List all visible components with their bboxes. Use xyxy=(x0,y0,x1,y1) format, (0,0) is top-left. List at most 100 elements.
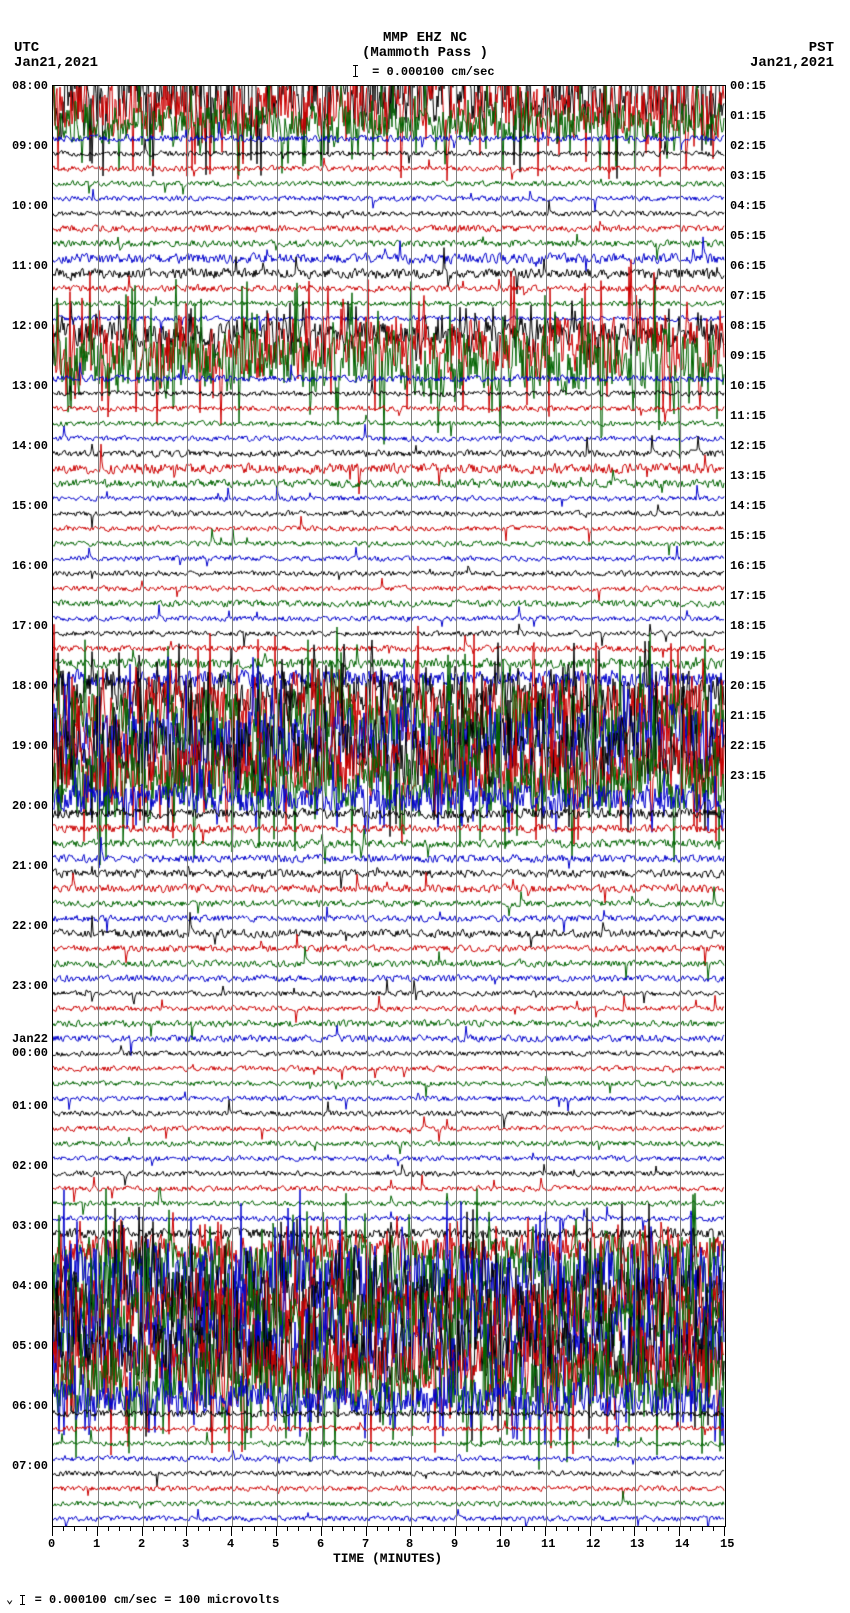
gridline xyxy=(277,86,278,1526)
y-left-label: 03:00 xyxy=(0,1219,48,1233)
y-left-label: 17:00 xyxy=(0,619,48,633)
x-tick-minor xyxy=(444,1526,445,1531)
y-left-label: 16:00 xyxy=(0,559,48,573)
y-right-label: 19:15 xyxy=(730,649,766,663)
x-tick-minor xyxy=(354,1526,355,1531)
y-right-label: 23:15 xyxy=(730,769,766,783)
x-tick-major xyxy=(186,1526,187,1536)
scale-label: = 0.000100 cm/sec xyxy=(372,65,494,79)
y-left-date: Jan22 xyxy=(0,1032,48,1046)
x-tick-label: 5 xyxy=(272,1537,279,1551)
x-tick-label: 2 xyxy=(138,1537,145,1551)
gridline xyxy=(456,86,457,1526)
x-tick-minor xyxy=(713,1526,714,1531)
x-tick-minor xyxy=(209,1526,210,1531)
y-left-label: 06:00 xyxy=(0,1399,48,1413)
y-right-label: 08:15 xyxy=(730,319,766,333)
x-tick-minor xyxy=(612,1526,613,1531)
x-tick-minor xyxy=(254,1526,255,1531)
x-tick-minor xyxy=(265,1526,266,1531)
y-left-label: 08:00 xyxy=(0,79,48,93)
y-left-label: 07:00 xyxy=(0,1459,48,1473)
x-tick-major xyxy=(724,1526,725,1536)
gridline xyxy=(501,86,502,1526)
x-tick-label: 0 xyxy=(48,1537,55,1551)
y-right-label: 13:15 xyxy=(730,469,766,483)
x-tick-minor xyxy=(668,1526,669,1531)
x-tick-major xyxy=(545,1526,546,1536)
x-tick-label: 14 xyxy=(675,1537,689,1551)
x-tick-label: 15 xyxy=(720,1537,734,1551)
x-tick-minor xyxy=(242,1526,243,1531)
y-left-label: 18:00 xyxy=(0,679,48,693)
gridline xyxy=(591,86,592,1526)
x-tick-major xyxy=(97,1526,98,1536)
x-tick-major xyxy=(321,1526,322,1536)
footer-scale: ⌄ = 0.000100 cm/sec = 100 microvolts xyxy=(6,1592,279,1607)
gridline xyxy=(187,86,188,1526)
x-tick-minor xyxy=(567,1526,568,1531)
x-tick-label: 13 xyxy=(630,1537,644,1551)
y-left-label: 00:00 xyxy=(0,1046,48,1060)
x-tick-minor xyxy=(702,1526,703,1531)
x-tick-minor xyxy=(399,1526,400,1531)
utc-date-label: Jan21,2021 xyxy=(14,55,98,71)
y-right-label: 12:15 xyxy=(730,439,766,453)
x-tick-label: 11 xyxy=(541,1537,555,1551)
y-left-label: 05:00 xyxy=(0,1339,48,1353)
x-tick-minor xyxy=(690,1526,691,1531)
x-tick-minor xyxy=(433,1526,434,1531)
y-left-label: 12:00 xyxy=(0,319,48,333)
y-right-label: 09:15 xyxy=(730,349,766,363)
x-tick-minor xyxy=(511,1526,512,1531)
x-tick-label: 3 xyxy=(182,1537,189,1551)
gridline xyxy=(322,86,323,1526)
station-code: MMP EHZ NC xyxy=(0,30,850,46)
x-tick-major xyxy=(500,1526,501,1536)
x-tick-minor xyxy=(164,1526,165,1531)
x-tick-minor xyxy=(220,1526,221,1531)
gridline xyxy=(635,86,636,1526)
gridline xyxy=(680,86,681,1526)
x-tick-major xyxy=(142,1526,143,1536)
gridline xyxy=(546,86,547,1526)
y-right-label: 14:15 xyxy=(730,499,766,513)
x-tick-major xyxy=(366,1526,367,1536)
y-right-label: 10:15 xyxy=(730,379,766,393)
y-right-label: 00:15 xyxy=(730,79,766,93)
x-tick-label: 7 xyxy=(362,1537,369,1551)
x-tick-minor xyxy=(175,1526,176,1531)
x-tick-minor xyxy=(343,1526,344,1531)
y-right-label: 21:15 xyxy=(730,709,766,723)
x-tick-minor xyxy=(63,1526,64,1531)
x-tick-minor xyxy=(119,1526,120,1531)
y-left-label: 01:00 xyxy=(0,1099,48,1113)
pst-tz-label: PST xyxy=(809,40,834,56)
x-tick-label: 6 xyxy=(317,1537,324,1551)
x-tick-minor xyxy=(74,1526,75,1531)
y-right-label: 20:15 xyxy=(730,679,766,693)
x-tick-major xyxy=(276,1526,277,1536)
x-tick-minor xyxy=(422,1526,423,1531)
y-right-label: 11:15 xyxy=(730,409,766,423)
x-tick-minor xyxy=(657,1526,658,1531)
x-tick-minor xyxy=(578,1526,579,1531)
y-left-label: 21:00 xyxy=(0,859,48,873)
y-left-label: 23:00 xyxy=(0,979,48,993)
x-tick-major xyxy=(52,1526,53,1536)
x-tick-minor xyxy=(332,1526,333,1531)
x-tick-minor xyxy=(478,1526,479,1531)
y-left-label: 19:00 xyxy=(0,739,48,753)
gridline xyxy=(411,86,412,1526)
x-tick-minor xyxy=(298,1526,299,1531)
x-tick-major xyxy=(634,1526,635,1536)
x-tick-minor xyxy=(86,1526,87,1531)
x-tick-major xyxy=(410,1526,411,1536)
x-tick-label: 9 xyxy=(451,1537,458,1551)
y-right-label: 04:15 xyxy=(730,199,766,213)
x-tick-minor xyxy=(601,1526,602,1531)
x-tick-minor xyxy=(489,1526,490,1531)
y-right-label: 03:15 xyxy=(730,169,766,183)
y-left-label: 14:00 xyxy=(0,439,48,453)
y-right-label: 01:15 xyxy=(730,109,766,123)
